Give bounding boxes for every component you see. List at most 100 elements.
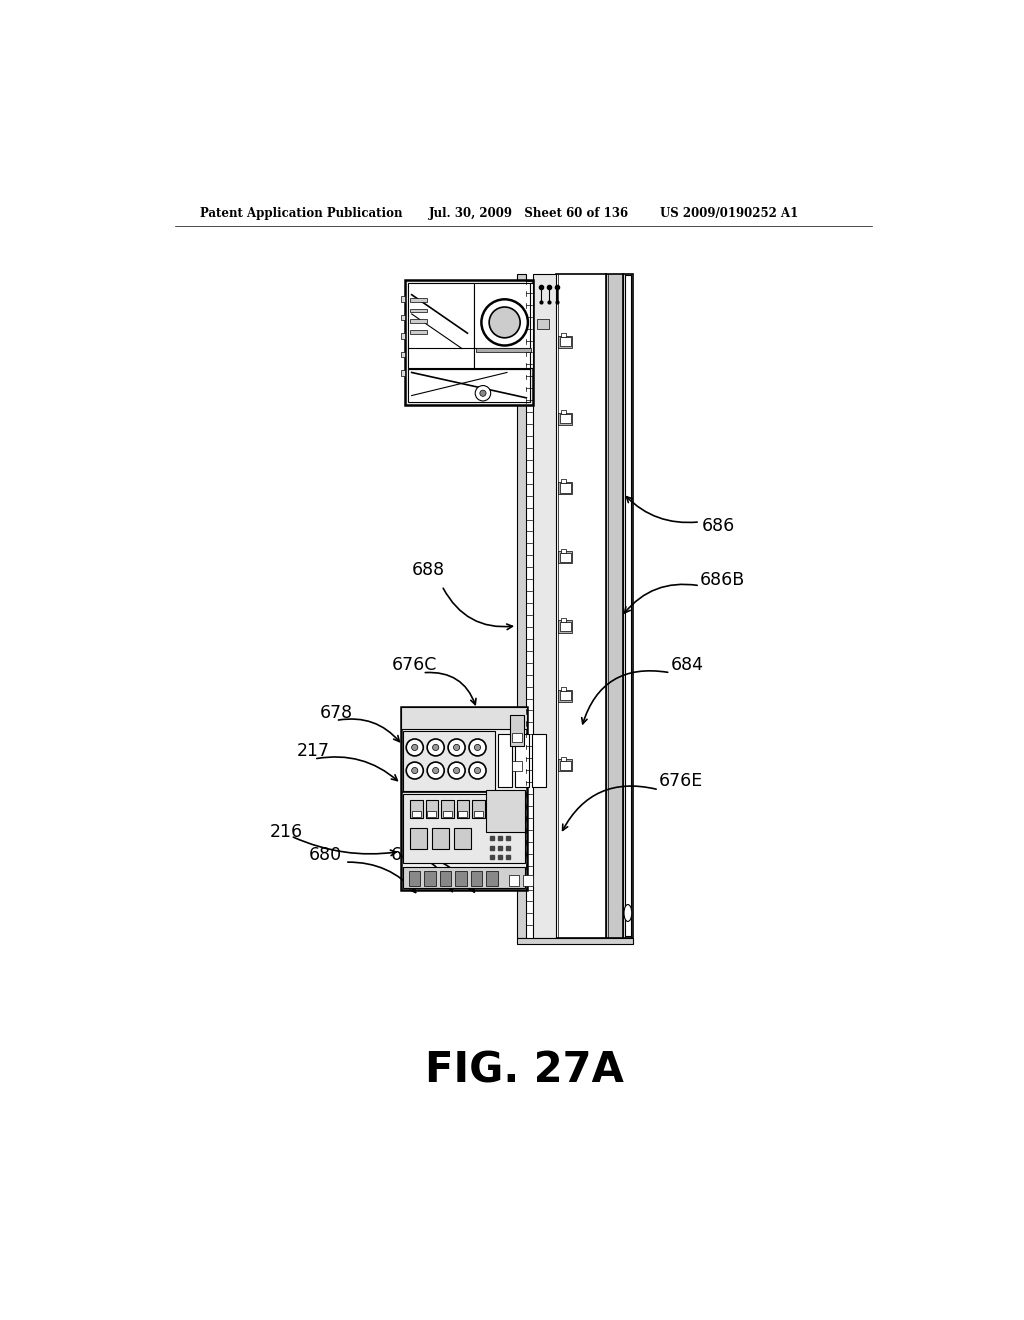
Bar [560, 553, 570, 562]
Bar [403, 793, 524, 863]
Bar [560, 760, 570, 770]
Bar [403, 730, 495, 791]
Circle shape [474, 744, 480, 751]
Bar [400, 708, 527, 729]
Bar [515, 734, 528, 787]
Bar [474, 284, 534, 368]
Circle shape [432, 744, 438, 751]
Circle shape [412, 767, 418, 774]
Bar [400, 370, 406, 376]
Bar [560, 337, 570, 346]
Bar [606, 275, 624, 937]
Circle shape [432, 767, 438, 774]
Bar [561, 618, 566, 622]
Text: 676E: 676E [658, 772, 703, 789]
Circle shape [449, 739, 465, 756]
Bar [561, 479, 566, 483]
Bar [410, 800, 423, 818]
Text: 676C: 676C [391, 656, 437, 675]
Text: Jul. 30, 2009   Sheet 60 of 136: Jul. 30, 2009 Sheet 60 of 136 [429, 207, 629, 220]
Bar [531, 734, 546, 787]
Bar [400, 296, 406, 302]
Circle shape [489, 308, 520, 338]
Bar [410, 330, 427, 334]
Bar [560, 622, 570, 631]
Bar [410, 309, 427, 313]
Bar [486, 789, 524, 832]
Bar [517, 275, 526, 937]
Bar [409, 871, 420, 886]
Circle shape [480, 391, 486, 396]
Bar [410, 319, 427, 323]
Bar [530, 284, 534, 368]
Bar [458, 810, 467, 817]
Bar [457, 800, 469, 818]
Bar [424, 871, 435, 886]
Bar [560, 414, 570, 424]
Bar [427, 810, 436, 817]
Bar [400, 314, 406, 321]
Circle shape [449, 762, 465, 779]
Text: 678: 678 [321, 704, 353, 722]
Bar [558, 689, 572, 702]
Circle shape [427, 762, 444, 779]
Circle shape [469, 762, 486, 779]
Ellipse shape [624, 904, 632, 921]
Bar [556, 275, 606, 937]
Bar [560, 483, 570, 492]
Text: 686: 686 [701, 517, 735, 536]
Bar [561, 756, 566, 760]
Bar [558, 759, 572, 771]
Text: 217: 217 [297, 742, 330, 760]
Bar [471, 871, 482, 886]
Bar [408, 368, 530, 401]
Bar [561, 411, 566, 414]
Bar [558, 620, 572, 632]
Circle shape [407, 762, 423, 779]
Bar [512, 733, 522, 742]
Bar [625, 276, 631, 936]
Bar [561, 333, 566, 337]
Bar [472, 800, 484, 818]
Circle shape [454, 744, 460, 751]
Bar [410, 828, 427, 849]
Circle shape [454, 767, 460, 774]
Bar [476, 348, 531, 352]
Text: 682: 682 [390, 846, 424, 865]
Text: 216: 216 [270, 824, 303, 841]
Circle shape [469, 739, 486, 756]
Bar [400, 708, 527, 890]
Text: 686B: 686B [700, 572, 745, 589]
Bar [498, 734, 512, 787]
Text: 680: 680 [309, 846, 342, 865]
Bar [624, 275, 633, 937]
Bar [532, 275, 556, 937]
Bar [517, 937, 633, 944]
Bar [486, 871, 498, 886]
Bar [509, 875, 518, 886]
Bar [455, 871, 467, 886]
Bar [400, 333, 406, 339]
Bar [442, 810, 452, 817]
Bar [510, 715, 524, 746]
Bar [561, 688, 566, 692]
Bar [512, 762, 522, 771]
Bar [474, 810, 483, 817]
Text: US 2009/0190252 A1: US 2009/0190252 A1 [659, 207, 798, 220]
Text: 688: 688 [412, 561, 445, 579]
Circle shape [427, 739, 444, 756]
Text: 684: 684 [671, 656, 703, 675]
Text: Patent Application Publication: Patent Application Publication [200, 207, 402, 220]
Bar [432, 828, 449, 849]
Bar [408, 284, 474, 368]
Bar [560, 692, 570, 701]
Bar [538, 318, 549, 330]
Bar [406, 280, 532, 405]
Bar [412, 810, 421, 817]
Bar [454, 828, 471, 849]
Bar [561, 549, 566, 553]
Bar [426, 800, 438, 818]
Bar [410, 298, 427, 302]
Circle shape [474, 767, 480, 774]
Text: FIG. 27A: FIG. 27A [425, 1049, 625, 1092]
